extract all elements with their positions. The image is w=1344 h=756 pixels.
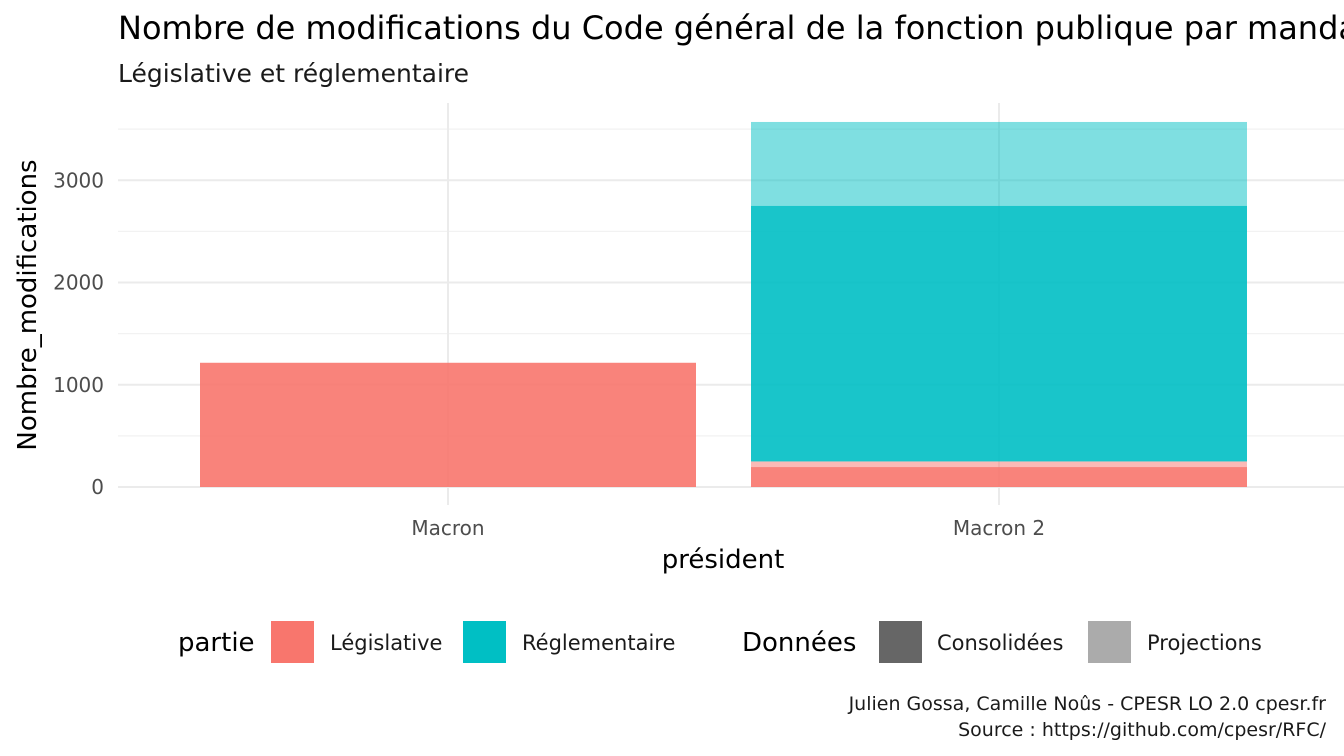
caption-authors: Julien Gossa, Camille Noûs - CPESR LO 2.… [848, 693, 1327, 715]
legend-label-legislative: Législative [330, 631, 442, 655]
bar-segment-0-0 [200, 362, 696, 487]
y-axis-title: Nombre_modifications [13, 159, 43, 450]
bars [200, 121, 1247, 487]
legend-label-reglementaire: Réglementaire [522, 631, 675, 655]
y-tick-labels: 0 1000 2000 3000 [53, 168, 104, 499]
x-tick-label-1: Macron 2 [953, 516, 1045, 540]
chart-title: Nombre de modifications du Code général … [118, 9, 1344, 47]
legend-key-legislative [271, 621, 314, 663]
bar-segment-1-3 [751, 121, 1247, 206]
x-tick-labels: Macron Macron 2 [411, 516, 1045, 540]
legend-label-projections: Projections [1147, 631, 1262, 655]
legend-key-consolidees [879, 621, 922, 663]
y-tick-label-1: 1000 [53, 373, 104, 397]
y-tick-label-3: 3000 [53, 168, 104, 192]
legend-title-donnees: Données [742, 628, 856, 658]
legend: partie Législative Réglementaire Données… [178, 621, 1262, 663]
legend-key-reglementaire [463, 621, 506, 663]
bar-segment-1-0 [751, 467, 1247, 487]
legend-label-consolidees: Consolidées [937, 631, 1063, 655]
chart-subtitle: Législative et réglementaire [118, 59, 469, 88]
caption-source: Source : https://github.com/cpesr/RFC/ [958, 719, 1327, 741]
bar-segment-1-2 [751, 205, 1247, 462]
x-axis-title: président [662, 545, 785, 575]
bar-segment-1-1 [751, 461, 1247, 468]
legend-key-projections [1088, 621, 1131, 663]
x-tick-label-0: Macron [411, 516, 484, 540]
legend-title-partie: partie [178, 628, 255, 658]
y-tick-label-0: 0 [91, 475, 104, 499]
y-tick-label-2: 2000 [53, 271, 104, 295]
